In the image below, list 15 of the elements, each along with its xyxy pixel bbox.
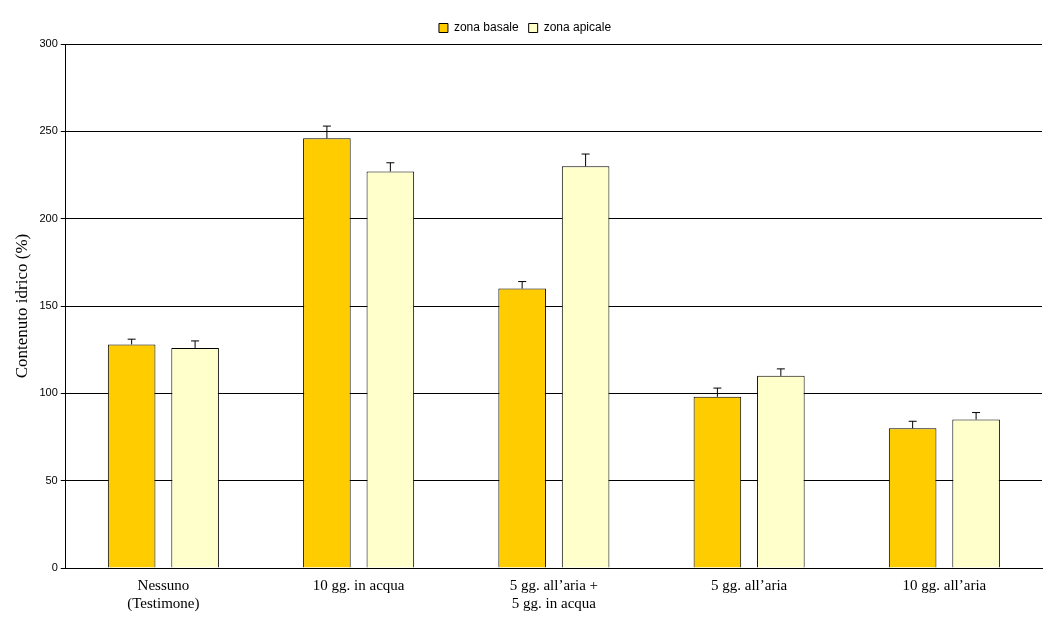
y-tick-label: 100 (39, 386, 58, 399)
y-axis-title: Contenuto idrico (%) (11, 233, 31, 379)
x-tick-label: Nessuno (Testimone) (127, 576, 200, 612)
legend-label: zona apicale (543, 20, 612, 35)
y-tick-label: 150 (39, 299, 58, 312)
y-tick-label: 300 (39, 37, 58, 50)
x-tick-label: 10 gg. in acqua (312, 576, 405, 593)
legend-label: zona basale (453, 20, 519, 35)
y-tick-label: 250 (39, 124, 58, 137)
y-tick-label: 50 (45, 473, 58, 486)
x-tick-label: 5 gg. all’aria + 5 gg. in acqua (509, 576, 599, 611)
x-tick-label: 5 gg. all’aria (711, 576, 788, 593)
y-tick-label: 0 (51, 561, 58, 574)
x-tick-label: 10 gg. all’aria (902, 576, 987, 593)
y-tick-label: 200 (39, 211, 58, 224)
